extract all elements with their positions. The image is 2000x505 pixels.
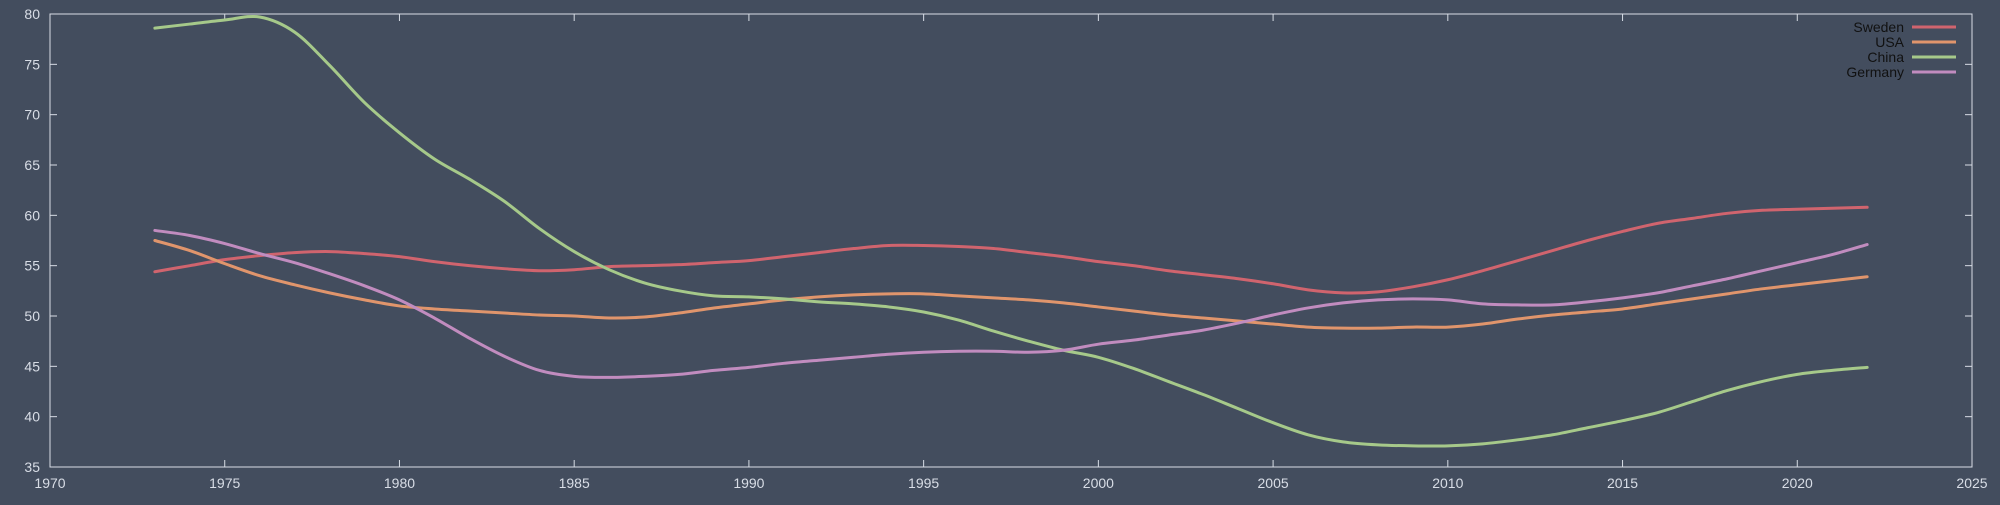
x-tick-label: 1970	[34, 475, 65, 491]
x-tick-label: 1995	[908, 475, 939, 491]
x-tick-label: 2025	[1956, 475, 1987, 491]
series-lines	[153, 14, 1869, 448]
series-line-usa	[153, 239, 1869, 330]
y-tick-label: 35	[24, 459, 40, 475]
x-tick-label: 2000	[1083, 475, 1114, 491]
plot-frame	[49, 13, 1973, 468]
y-tick-label: 50	[24, 308, 40, 324]
y-tick-label: 75	[24, 56, 40, 72]
x-tick-label: 2015	[1607, 475, 1638, 491]
x-tick-label: 1985	[559, 475, 590, 491]
axes: 1970 1975 1980 1985 1990 1995 2000 2005 2010 2015…	[24, 6, 1987, 491]
y-tick-label: 45	[24, 358, 40, 374]
x-tick-label: 2020	[1782, 475, 1813, 491]
y-tick-label: 40	[24, 409, 40, 425]
x-tick-label: 1980	[384, 475, 415, 491]
legend-label-sweden: Sweden	[1853, 19, 1904, 35]
legend-label-germany: Germany	[1846, 64, 1904, 80]
x-tick-label: 1975	[209, 475, 240, 491]
series-line-china	[153, 14, 1869, 448]
y-tick-label: 80	[24, 6, 40, 22]
series-line-germany	[153, 228, 1869, 379]
legend-label-china: China	[1867, 49, 1904, 65]
x-tick-label: 2005	[1258, 475, 1289, 491]
y-tick-label: 70	[24, 107, 40, 123]
y-tick-label: 60	[24, 207, 40, 223]
y-tick-label: 55	[24, 258, 40, 274]
legend-label-usa: USA	[1875, 34, 1904, 50]
y-tick-label: 65	[24, 157, 40, 173]
x-tick-label: 1990	[733, 475, 764, 491]
series-line-sweden	[153, 205, 1869, 295]
x-tick-label: 2010	[1432, 475, 1463, 491]
